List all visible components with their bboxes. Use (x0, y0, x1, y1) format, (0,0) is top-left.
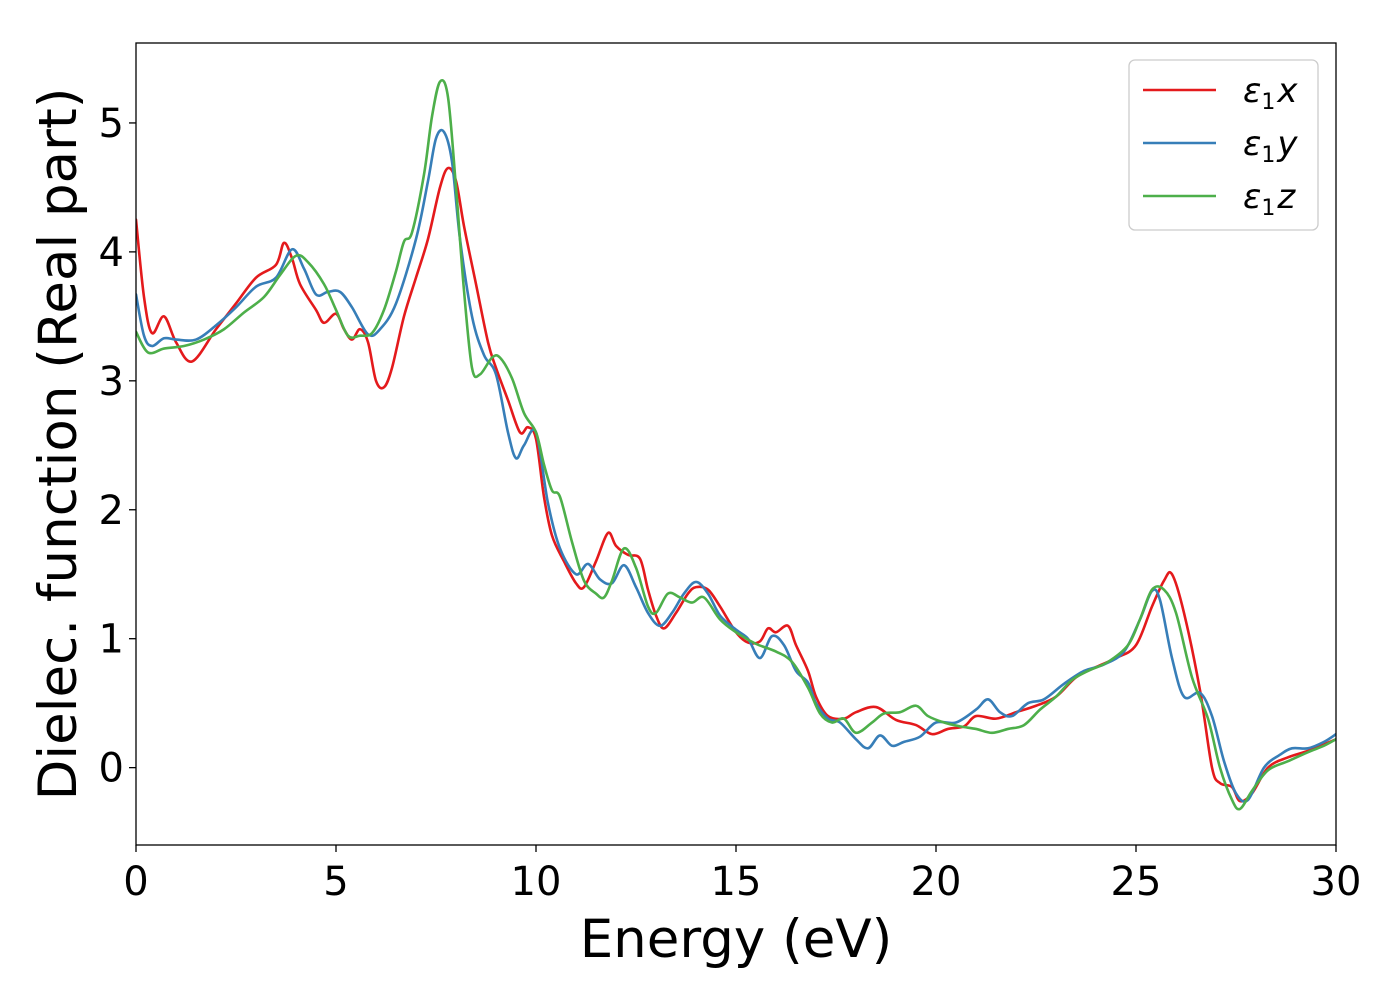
legend-label-component: y (1276, 124, 1298, 164)
x-tick-label: 25 (1111, 859, 1162, 905)
y-tick-label: 3 (99, 359, 124, 405)
legend-label-x: ε1x (1243, 71, 1298, 115)
legend-label-subscript: 1 (1261, 196, 1275, 221)
y-tick-label: 1 (99, 617, 124, 663)
ticks-layer: 0 5 10 15 20 25 30 0 1 2 3 4 5 (99, 101, 1362, 905)
y-tick-label: 0 (99, 746, 124, 792)
x-tick-label: 20 (911, 859, 962, 905)
legend-frame (1128, 59, 1319, 231)
legend-label-component: z (1276, 177, 1296, 217)
legend-label-base: ε (1243, 177, 1261, 217)
legend-label-component: x (1276, 71, 1298, 111)
legend-label-subscript: 1 (1261, 90, 1275, 115)
legend-label-y: ε1y (1243, 124, 1298, 168)
y-tick-label: 2 (99, 488, 124, 534)
legend-label-base: ε (1243, 71, 1261, 111)
series-line-z (136, 78, 1336, 811)
x-tick-label: 5 (323, 859, 348, 905)
y-tick-label: 4 (99, 230, 124, 276)
x-tick-label: 10 (511, 859, 562, 905)
y-tick-label: 5 (99, 101, 124, 147)
x-tick-label: 30 (1311, 859, 1362, 905)
legend-label-z: ε1z (1243, 177, 1296, 221)
y-axis-label: Dielec. function (Real part) (28, 88, 89, 801)
x-axis-label: Energy (eV) (580, 909, 893, 970)
x-tick-label: 15 (711, 859, 762, 905)
x-tick-label: 0 (123, 859, 148, 905)
legend-label-base: ε (1243, 124, 1261, 164)
legend-label-subscript: 1 (1261, 143, 1275, 168)
series-layer (136, 78, 1336, 811)
